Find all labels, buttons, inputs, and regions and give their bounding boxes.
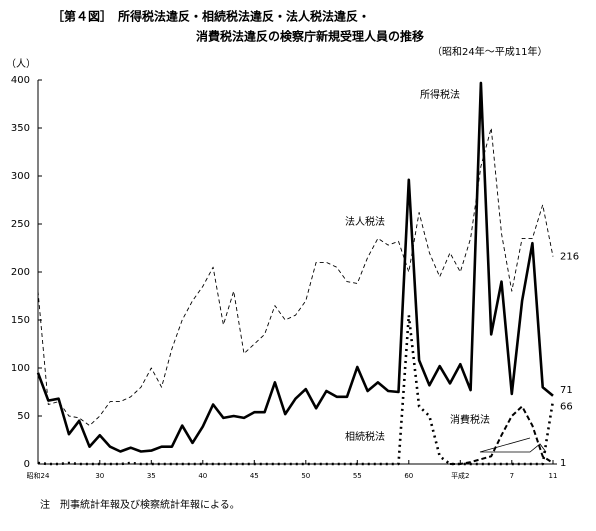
x-tick-label: 55 <box>353 472 362 480</box>
y-tick-label: 50 <box>17 411 30 422</box>
x-tick-label: 50 <box>301 472 310 480</box>
y-tick-label: 300 <box>11 171 30 182</box>
y-tick-label: 250 <box>11 219 30 230</box>
x-tick-label: 7 <box>510 472 514 480</box>
callout <box>479 437 547 453</box>
x-tick-label: 45 <box>250 472 259 480</box>
series-line <box>36 81 554 453</box>
series-line <box>450 405 554 465</box>
series-label: 法人税法 <box>345 215 385 228</box>
note: 注 刑事統計年報及び検察統計年報による。 <box>40 498 240 511</box>
series-label: 消費税法 <box>450 413 490 426</box>
y-tick-label: 400 <box>11 75 30 86</box>
x-tick-label: 平成2 <box>451 471 469 480</box>
end-value-label: 216 <box>560 252 579 263</box>
y-unit: （人） <box>6 58 36 70</box>
x-tick-label: 昭和24 <box>27 471 50 480</box>
x-tick-label: 40 <box>198 472 207 480</box>
x-tick-label: 30 <box>95 472 104 480</box>
series-label: 相続税法 <box>345 430 385 443</box>
chart-subtitle: （昭和24年～平成11年） <box>432 45 547 58</box>
end-value-label: 71 <box>560 385 573 396</box>
x-tick-label: 60 <box>404 472 413 480</box>
chart-title: ［第４図］ 所得税法違反・相続税法違反・法人税法違反・ <box>52 9 370 24</box>
y-tick-label: 200 <box>11 267 30 278</box>
series-line <box>37 127 554 427</box>
y-tick-label: 150 <box>11 315 30 326</box>
y-tick-label: 350 <box>11 123 30 134</box>
series-line <box>37 313 555 466</box>
y-tick-label: 100 <box>11 363 30 374</box>
end-value-label: 66 <box>560 402 573 413</box>
chart-title-line2: 消費税法違反の検察庁新規受理人員の推移 <box>196 29 424 44</box>
x-tick-label: 35 <box>147 472 156 480</box>
y-tick-label: 0 <box>24 459 30 470</box>
x-tick-label: 11 <box>549 472 558 480</box>
end-value-label: 1 <box>560 458 566 469</box>
series-label: 所得税法 <box>420 88 460 101</box>
